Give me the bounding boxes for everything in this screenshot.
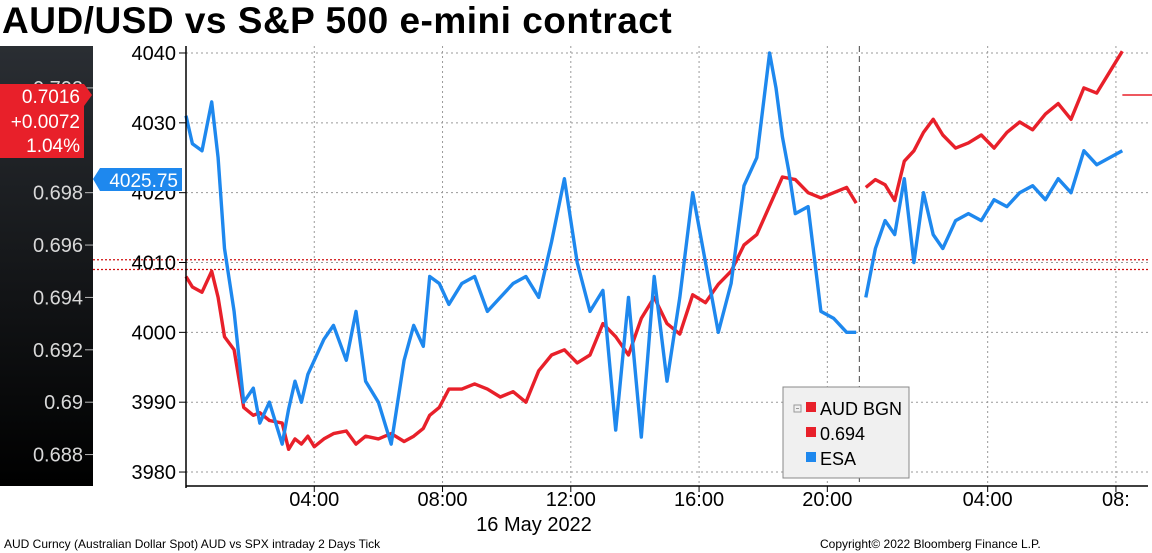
- x-tick-label: 16:00: [674, 489, 724, 511]
- copyright-note: Copyright© 2022 Bloomberg Finance L.P.: [820, 537, 1041, 551]
- series-aud-bgn-day2: [864, 50, 1124, 203]
- legend-swatch: [806, 402, 816, 412]
- x-tick-label: 20:00: [802, 489, 852, 511]
- last-value-tags: 0.7016 +0.0072 1.04% 4025.75: [0, 84, 182, 192]
- x-tick-label: 12:00: [546, 489, 596, 511]
- series-aud-bgn-day1: [184, 175, 858, 451]
- source-note: AUD Curncy (Australian Dollar Spot) AUD …: [4, 537, 381, 551]
- esa-tick-label: 4000: [132, 322, 177, 344]
- right-axis-panel: [93, 46, 186, 486]
- aud-change-pct: 1.04%: [26, 136, 80, 157]
- aud-tick-label: 0.698: [33, 183, 83, 205]
- aud-tick-label: 0.694: [33, 287, 83, 309]
- legend-collapse-icon: [793, 404, 802, 413]
- series-lines: [184, 50, 1152, 451]
- x-tick-label: 08:00: [418, 489, 468, 511]
- x-tick-label: 04:00: [289, 489, 339, 511]
- legend-box: [782, 386, 910, 479]
- grid-lines: [186, 46, 1148, 486]
- aud-last-value-tag: [0, 84, 92, 158]
- reference-lines: [93, 259, 1148, 271]
- esa-tick-label: 4040: [132, 43, 177, 65]
- legend-swatch: [806, 427, 816, 437]
- legend: AUD BGN 0.694 ESA: [782, 386, 910, 479]
- chart-title: AUD/USD vs S&P 500 e-mini contract: [2, 0, 673, 41]
- aud-tick-label: 0.692: [33, 340, 83, 362]
- aud-last-value: 0.7016: [22, 87, 80, 108]
- esa-tick-label: 4030: [132, 113, 177, 135]
- aud-tick-label: 0.69: [44, 392, 83, 414]
- esa-last-value: 4025.75: [109, 171, 178, 192]
- aud-tick-label: 0.696: [33, 235, 83, 257]
- series-esa-day1: [184, 51, 857, 446]
- aud-tick-label: 0.688: [33, 445, 83, 467]
- series-esa-day2: [864, 149, 1124, 298]
- esa-last-value-tag: [93, 168, 182, 191]
- esa-tick-label: 3990: [132, 392, 177, 414]
- esa-tick-label: 3980: [132, 462, 177, 484]
- x-tick-label: 08:: [1102, 489, 1130, 511]
- esa-tick-label: 4010: [132, 253, 177, 275]
- legend-swatch: [806, 452, 816, 462]
- axes: 39803990400040104020403040400.6880.690.6…: [33, 43, 1148, 536]
- legend-label: ESA: [820, 449, 856, 469]
- date-label: 16 May 2022: [476, 514, 592, 536]
- x-tick-label: 04:00: [963, 489, 1013, 511]
- legend-label: 0.694: [820, 424, 865, 444]
- legend-label: AUD BGN: [820, 399, 902, 419]
- aud-change: +0.0072: [11, 112, 80, 133]
